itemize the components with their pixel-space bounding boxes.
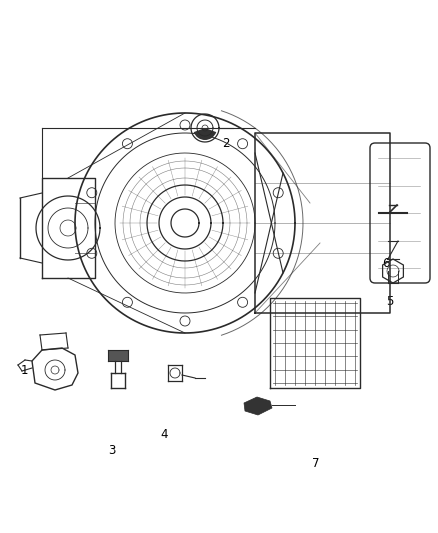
Text: 3: 3: [108, 444, 115, 457]
Text: 1: 1: [20, 364, 28, 377]
Text: 2: 2: [222, 138, 230, 150]
Polygon shape: [108, 350, 128, 361]
Text: 5: 5: [386, 295, 393, 308]
Polygon shape: [244, 397, 272, 415]
Wedge shape: [194, 128, 216, 140]
Text: 7: 7: [311, 457, 319, 470]
Text: 4: 4: [160, 428, 168, 441]
Text: 6: 6: [381, 257, 389, 270]
